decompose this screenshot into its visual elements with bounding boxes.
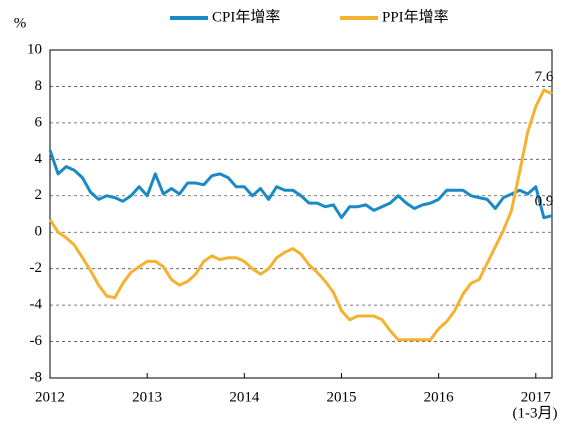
x-tick-label: 2017 [521, 389, 552, 405]
legend-label: CPI年增率 [212, 8, 280, 25]
y-axis-label: % [14, 15, 27, 31]
y-tick-label: 4 [35, 151, 43, 167]
y-tick-label: 0 [35, 224, 43, 240]
y-tick-label: -4 [30, 297, 43, 313]
value-label: 7.6 [535, 69, 554, 85]
y-tick-label: 6 [35, 114, 43, 130]
y-tick-label: -2 [30, 260, 43, 276]
x-tick-label: 2014 [229, 389, 260, 405]
x-tick-label: 2016 [424, 389, 455, 405]
y-tick-label: 2 [35, 187, 43, 203]
y-tick-label: -6 [30, 333, 43, 349]
x-tick-label: 2015 [326, 389, 356, 405]
plot-frame [49, 49, 553, 379]
y-tick-label: 10 [27, 41, 42, 57]
legend-label: PPI年增率 [382, 8, 449, 25]
series-line [48, 149, 553, 220]
x-tick-label: 2013 [132, 389, 162, 405]
x-note: (1-3月) [513, 405, 558, 421]
y-tick-label: 8 [35, 78, 43, 94]
y-tick-label: -8 [30, 369, 43, 385]
value-label: 0.9 [535, 193, 554, 209]
x-tick-label: 2012 [35, 389, 65, 405]
series-line [48, 88, 553, 342]
